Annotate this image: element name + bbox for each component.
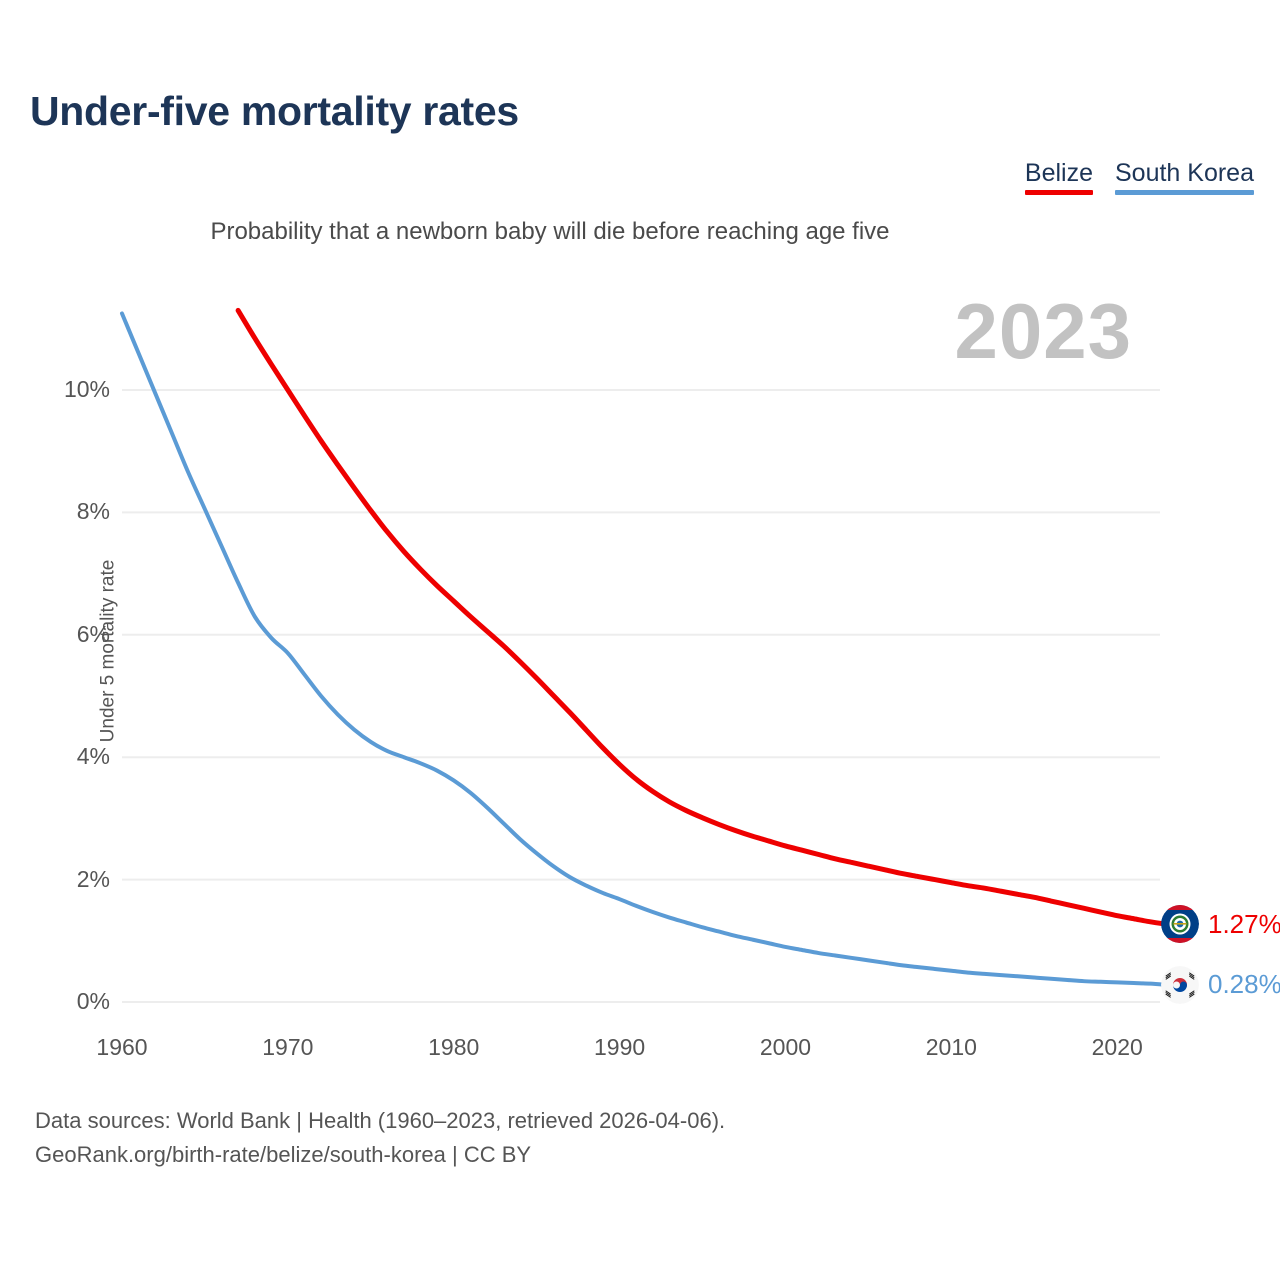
endpoint-marker-south-korea[interactable]: 0.28% xyxy=(1161,965,1280,1004)
endpoint-marker-belize[interactable]: 1.27% xyxy=(1161,905,1280,944)
y-axis-title: Under 5 mortality rate xyxy=(97,559,119,743)
y-axis-tick-label: 8% xyxy=(76,498,110,525)
y-axis-tick-label: 0% xyxy=(76,988,110,1014)
south-korea-flag-icon xyxy=(1161,965,1199,1004)
footer-attribution: GeoRank.org/birth-rate/belize/south-kore… xyxy=(35,1142,532,1168)
endpoint-value-belize: 1.27% xyxy=(1208,908,1280,939)
legend: Belize South Korea xyxy=(1024,159,1254,196)
x-axis-tick-label: 2000 xyxy=(759,1034,812,1060)
legend-label-belize: Belize xyxy=(1024,159,1093,187)
x-axis-tick-label: 1960 xyxy=(96,1034,148,1060)
x-axis-tick-label: 1980 xyxy=(428,1034,480,1060)
endpoint-value-south-korea: 0.28% xyxy=(1208,969,1280,1000)
x-axis-tick-label: 2010 xyxy=(925,1034,977,1060)
gridlines xyxy=(122,389,1160,1003)
legend-color-swatch-belize xyxy=(1024,190,1093,196)
footer-data-sources: Data sources: World Bank | Health (1960–… xyxy=(35,1108,726,1133)
chart-subtitle: Probability that a newborn baby will die… xyxy=(210,218,890,245)
footer: Data sources: World Bank | Health (1960–… xyxy=(35,1104,725,1172)
y-axis-tick-label: 10% xyxy=(63,376,110,402)
year-watermark: 2023 xyxy=(954,287,1132,375)
series-line-belize xyxy=(235,307,1170,927)
legend-item-belize[interactable]: Belize xyxy=(1024,159,1093,196)
x-axis-tick-label: 2020 xyxy=(1091,1034,1143,1060)
line-chart-svg xyxy=(120,307,1170,1003)
x-axis-tick-label: 1990 xyxy=(594,1034,646,1060)
page-title: Under-five mortality rates xyxy=(30,88,519,134)
legend-color-swatch-south-korea xyxy=(1115,190,1254,196)
y-axis-tick-label: 4% xyxy=(76,743,110,770)
series-line-south-korea xyxy=(120,311,1169,987)
legend-label-south-korea: South Korea xyxy=(1115,159,1254,187)
y-axis-tick-label: 2% xyxy=(76,865,110,892)
x-axis-tick-label: 1970 xyxy=(262,1034,314,1060)
legend-item-south-korea[interactable]: South Korea xyxy=(1115,159,1254,196)
series-lines xyxy=(120,307,1170,987)
chart-plot-area: 2023 Under 5 mortality rate 0% 2% 4% 6% 8% 10… xyxy=(63,287,1280,1060)
belize-flag-icon xyxy=(1161,905,1199,944)
y-axis-tick-label: 6% xyxy=(76,620,110,647)
